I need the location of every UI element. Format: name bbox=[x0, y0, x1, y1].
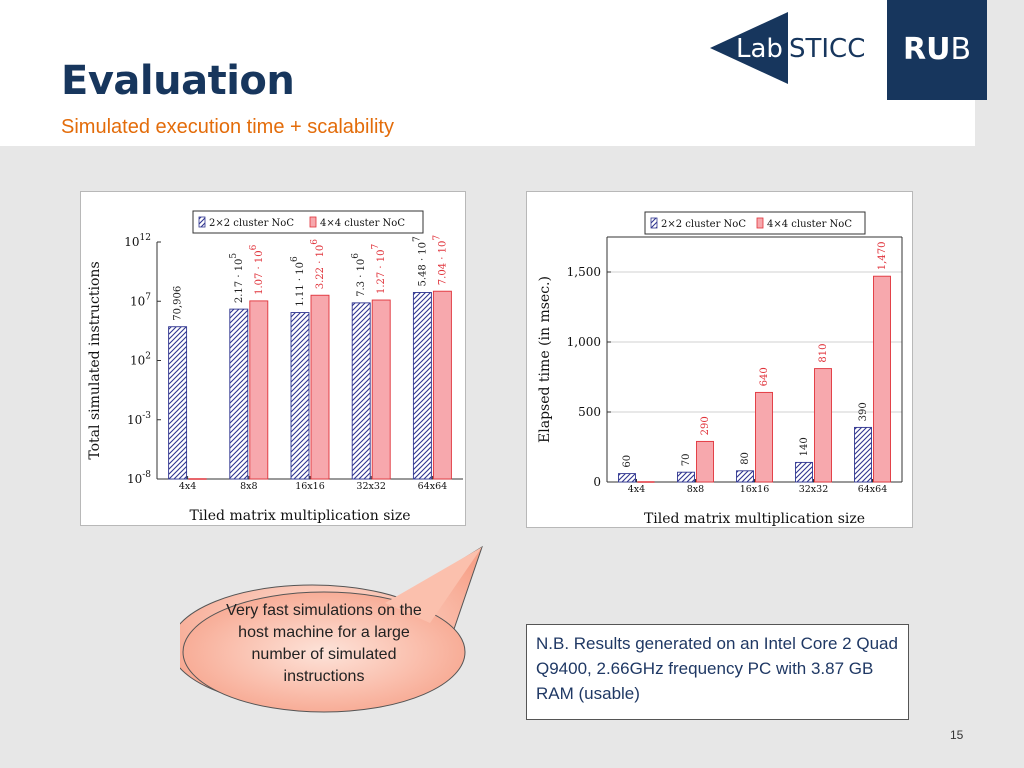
chart-elapsed-frame: 0 500 1,000 1,500 4x4 60 8x8 70 290 16x16 80 640 32x… bbox=[526, 191, 913, 528]
y-tick-label: 10-3 bbox=[127, 411, 151, 427]
y-tick-label: 1,000 bbox=[567, 335, 601, 349]
data-label-series2: 3.22 · 106 bbox=[310, 239, 326, 290]
legend-label-series1: 2×2 cluster NoC bbox=[209, 218, 294, 229]
x-tick-label: 32x32 bbox=[799, 484, 829, 495]
data-label-series1: 60 bbox=[622, 455, 633, 468]
data-label-series1: 140 bbox=[799, 437, 810, 456]
data-label-series2: 640 bbox=[759, 367, 770, 386]
chart-elapsed-time: 0 500 1,000 1,500 4x4 60 8x8 70 290 16x16 80 640 32x… bbox=[537, 211, 903, 527]
data-label-series1: 5.48 · 107 bbox=[412, 236, 428, 287]
page-subtitle: Simulated execution time + scalability bbox=[61, 116, 394, 138]
data-label-series1: 390 bbox=[858, 402, 869, 421]
legend-swatch-series2 bbox=[309, 216, 317, 228]
rub-logo: RUB bbox=[887, 0, 987, 100]
x-tick-label: 64x64 bbox=[858, 484, 888, 495]
bar-series1 bbox=[618, 473, 636, 483]
y-tick-label: 1012 bbox=[124, 233, 151, 249]
bar-series1 bbox=[412, 292, 432, 480]
y-tick-label: 107 bbox=[130, 292, 151, 308]
x-tick-label: 16x16 bbox=[740, 484, 770, 495]
bar-series1 bbox=[736, 470, 754, 483]
bar-series1 bbox=[168, 326, 188, 480]
data-label-series1: 1.11 · 106 bbox=[290, 256, 306, 307]
bar-series2 bbox=[432, 290, 452, 480]
x-tick-label: 8x8 bbox=[687, 484, 704, 495]
rub-logo-bold: RU bbox=[902, 32, 951, 67]
speech-bubble bbox=[180, 545, 483, 713]
x-axis-label: Tiled matrix multiplication size bbox=[644, 511, 865, 527]
rub-logo-light: B bbox=[950, 32, 972, 67]
page-number: 15 bbox=[950, 728, 964, 742]
labsticc-logo: Lab STICC bbox=[710, 12, 865, 84]
x-tick-label: 8x8 bbox=[240, 481, 257, 492]
x-tick-label: 4x4 bbox=[179, 481, 196, 492]
data-label-series1: 70 bbox=[681, 453, 692, 466]
y-axis-label: Elapsed time (in msec.) bbox=[537, 276, 553, 443]
bar-series1 bbox=[229, 308, 249, 480]
legend-swatch-series1 bbox=[650, 217, 658, 229]
legend-label-series2: 4×4 cluster NoC bbox=[767, 219, 852, 230]
y-tick-label: 0 bbox=[593, 475, 601, 489]
y-axis-label: Total simulated instructions bbox=[87, 261, 103, 459]
y-tick-label: 1,500 bbox=[567, 265, 601, 279]
bar-series2 bbox=[755, 391, 773, 483]
labsticc-logo-sticc: STICC bbox=[789, 34, 865, 64]
chart-instructions: 1012 107 102 10-3 10-8 4x4 70,906 8x8 2.17 · 105… bbox=[87, 210, 463, 524]
x-tick-label: 4x4 bbox=[628, 484, 645, 495]
y-tick-label: 10-8 bbox=[127, 470, 151, 486]
legend-label-series1: 2×2 cluster NoC bbox=[661, 219, 746, 230]
page-title: Evaluation bbox=[61, 58, 295, 104]
data-label-series2: 810 bbox=[818, 344, 829, 363]
chart-legend bbox=[644, 211, 866, 235]
chart-instructions-frame: 1012 107 102 10-3 10-8 4x4 70,906 8x8 2.17 · 105… bbox=[80, 191, 466, 526]
bar-series1 bbox=[854, 426, 872, 483]
bar-series2 bbox=[814, 368, 832, 483]
data-label-series2: 7.04 · 107 bbox=[432, 235, 448, 286]
x-tick-label: 32x32 bbox=[356, 481, 386, 492]
x-axis-label: Tiled matrix multiplication size bbox=[189, 508, 410, 524]
legend-swatch-series2 bbox=[756, 217, 764, 229]
data-label-series1: 80 bbox=[740, 452, 751, 465]
labsticc-logo-lab: Lab bbox=[736, 34, 783, 64]
data-label-series1: 2.17 · 105 bbox=[229, 253, 245, 304]
data-label-series2: 1,470 bbox=[877, 242, 888, 271]
bar-series1 bbox=[677, 471, 695, 483]
bar-series1 bbox=[795, 461, 813, 483]
data-label-series1: 70,906 bbox=[173, 286, 184, 321]
data-label-series2: 1.07 · 106 bbox=[249, 244, 265, 295]
legend-swatch-series1 bbox=[198, 216, 206, 228]
chart-legend bbox=[192, 210, 424, 234]
y-tick-label: 102 bbox=[130, 352, 151, 368]
bar-series2 bbox=[249, 300, 269, 480]
callout-text: Very fast simulations on the host machin… bbox=[226, 602, 422, 685]
y-tick-label: 500 bbox=[578, 405, 601, 419]
labsticc-arrow-icon bbox=[710, 12, 788, 84]
bar-series2 bbox=[696, 440, 714, 483]
header-banner: Evaluation Simulated execution time + sc… bbox=[0, 0, 975, 146]
bar-series1 bbox=[290, 312, 310, 480]
bar-series1 bbox=[351, 302, 371, 480]
bar-series2 bbox=[873, 275, 891, 483]
legend-label-series2: 4×4 cluster NoC bbox=[320, 218, 405, 229]
hardware-note: N.B. Results generated on an Intel Core … bbox=[526, 624, 909, 720]
x-tick-label: 64x64 bbox=[418, 481, 448, 492]
data-label-series1: 7.3 · 106 bbox=[351, 253, 367, 297]
x-tick-label: 16x16 bbox=[295, 481, 325, 492]
data-label-series2: 290 bbox=[700, 416, 711, 435]
data-label-series2: 1.27 · 107 bbox=[371, 243, 387, 294]
bar-series2 bbox=[310, 294, 330, 480]
bar-series2 bbox=[371, 299, 391, 480]
